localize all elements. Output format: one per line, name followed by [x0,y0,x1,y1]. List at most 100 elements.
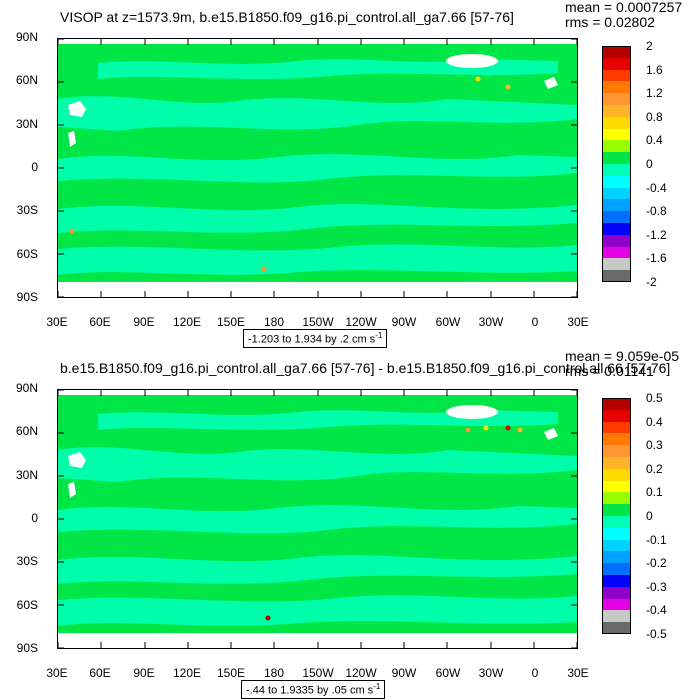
x-tick-label: 180 [263,666,285,680]
panel-1-mean: mean = 0.0007257 [565,0,683,15]
missing-region [68,101,86,117]
colorbar-label: 0 [646,509,653,523]
y-tick-label: 90N [15,381,38,395]
y-tick-label: 60S [16,247,38,261]
x-tick-label: 180 [263,315,285,329]
x-tick-label: 30E [567,666,589,680]
x-tick-label: 60W [435,315,461,329]
negative-band [58,555,577,584]
x-tick-label: 30E [46,666,68,680]
missing-region [544,428,558,440]
x-tick-label: 90W [391,666,417,680]
colorbar-swatch [602,610,631,623]
y-tick-label: 60S [16,598,38,612]
x-tick-label: 120W [345,666,377,680]
panel-2-map-field [58,390,577,648]
colorbar-label: 0.5 [646,391,663,405]
panel-2-mean: mean = 9.059e-05 [565,348,680,364]
colorbar-swatch [602,586,631,600]
x-tick-label: 90W [391,315,417,329]
missing-region [68,482,76,498]
negative-band [58,96,577,131]
colorbar-swatch [602,622,631,635]
negative-band [98,410,558,430]
x-tick-label: 60E [89,666,111,680]
negative-band [58,447,577,482]
colorbar-label: -1.6 [646,251,667,266]
colorbar-swatch [602,270,631,283]
panel-1-range-exp: -1 [375,331,383,340]
colorbar-label: -0.5 [646,627,667,641]
colorbar-swatch [602,128,631,141]
x-tick-label: 30W [478,666,504,680]
missing-region [68,131,76,147]
y-tick-label: 60N [15,73,38,87]
colorbar-swatch [602,152,631,165]
y-tick-label: 0 [31,160,38,174]
colorbar-swatch [602,492,631,505]
colorbar-label: 0.1 [646,485,663,500]
panel-2-map [57,389,578,649]
colorbar-label: -2 [646,275,657,289]
negative-band [58,204,577,233]
colorbar-swatch [602,598,631,611]
x-tick-label: 30W [478,315,504,329]
colorbar-swatch [602,105,631,118]
colorbar-swatch [602,211,631,224]
colorbar-swatch [602,539,631,552]
colorbar-label: 1.6 [646,62,663,77]
x-tick-label: 150W [302,315,334,329]
colorbar-swatch [602,246,631,259]
negative-band [58,154,577,183]
y-tick-label: 0 [31,511,38,525]
colorbar-swatch [602,187,631,200]
colorbar-label: -0.4 [646,180,667,195]
colorbar-label: -0.4 [646,603,667,618]
colorbar-swatch [602,57,631,71]
y-tick-label: 90S [16,290,38,304]
colorbar-swatch [602,551,631,564]
y-tick-label: 30S [16,554,38,568]
colorbar-label: 2 [646,39,653,53]
negative-band [98,59,558,79]
missing-region [446,54,498,68]
colorbar-swatch [602,46,631,59]
panel-1-range-box: -1.203 to 1.934 by .2 cm s-1 [243,329,388,348]
x-tick-label: 60W [435,666,461,680]
negative-band [58,244,577,275]
colorbar-label: 0.8 [646,109,663,124]
panel-2-title: b.e15.B1850.f09_g16.pi_control.all_ga7.6… [60,360,671,376]
y-tick-label: 60N [15,424,38,438]
colorbar-swatch [602,468,631,482]
missing-region [68,452,86,468]
y-tick-label: 90N [15,30,38,44]
colorbar-label: 1.2 [646,86,663,101]
colorbar-swatch [602,575,631,588]
colorbar-swatch [602,175,631,189]
colorbar-label: 0.2 [646,461,663,476]
colorbar-swatch [602,563,631,576]
positive-spot [483,425,489,431]
x-tick-label: 30E [46,315,68,329]
y-tick-label: 30S [16,203,38,217]
colorbar-label: 0 [646,157,653,171]
x-tick-label: 90E [133,666,155,680]
colorbar-label: -0.3 [646,579,667,594]
colorbar-swatch [602,81,631,94]
panel-1-map-field [58,39,577,297]
positive-spot [465,427,471,433]
colorbar-label: 0.4 [646,414,663,429]
colorbar-label: 0.3 [646,438,663,453]
colorbar-swatch [602,69,631,82]
colorbar-swatch [602,516,631,529]
colorbar-swatch [602,421,631,434]
colorbar-label: 0.4 [646,133,663,148]
x-tick-label: 150E [216,666,246,680]
colorbar-swatch [602,199,631,212]
x-tick-label: 150E [216,315,246,329]
colorbar-label: -0.1 [646,532,667,547]
positive-spot [475,76,481,82]
negative-band [58,505,577,534]
x-tick-label: 0 [531,666,539,680]
colorbar-swatch [602,409,631,423]
